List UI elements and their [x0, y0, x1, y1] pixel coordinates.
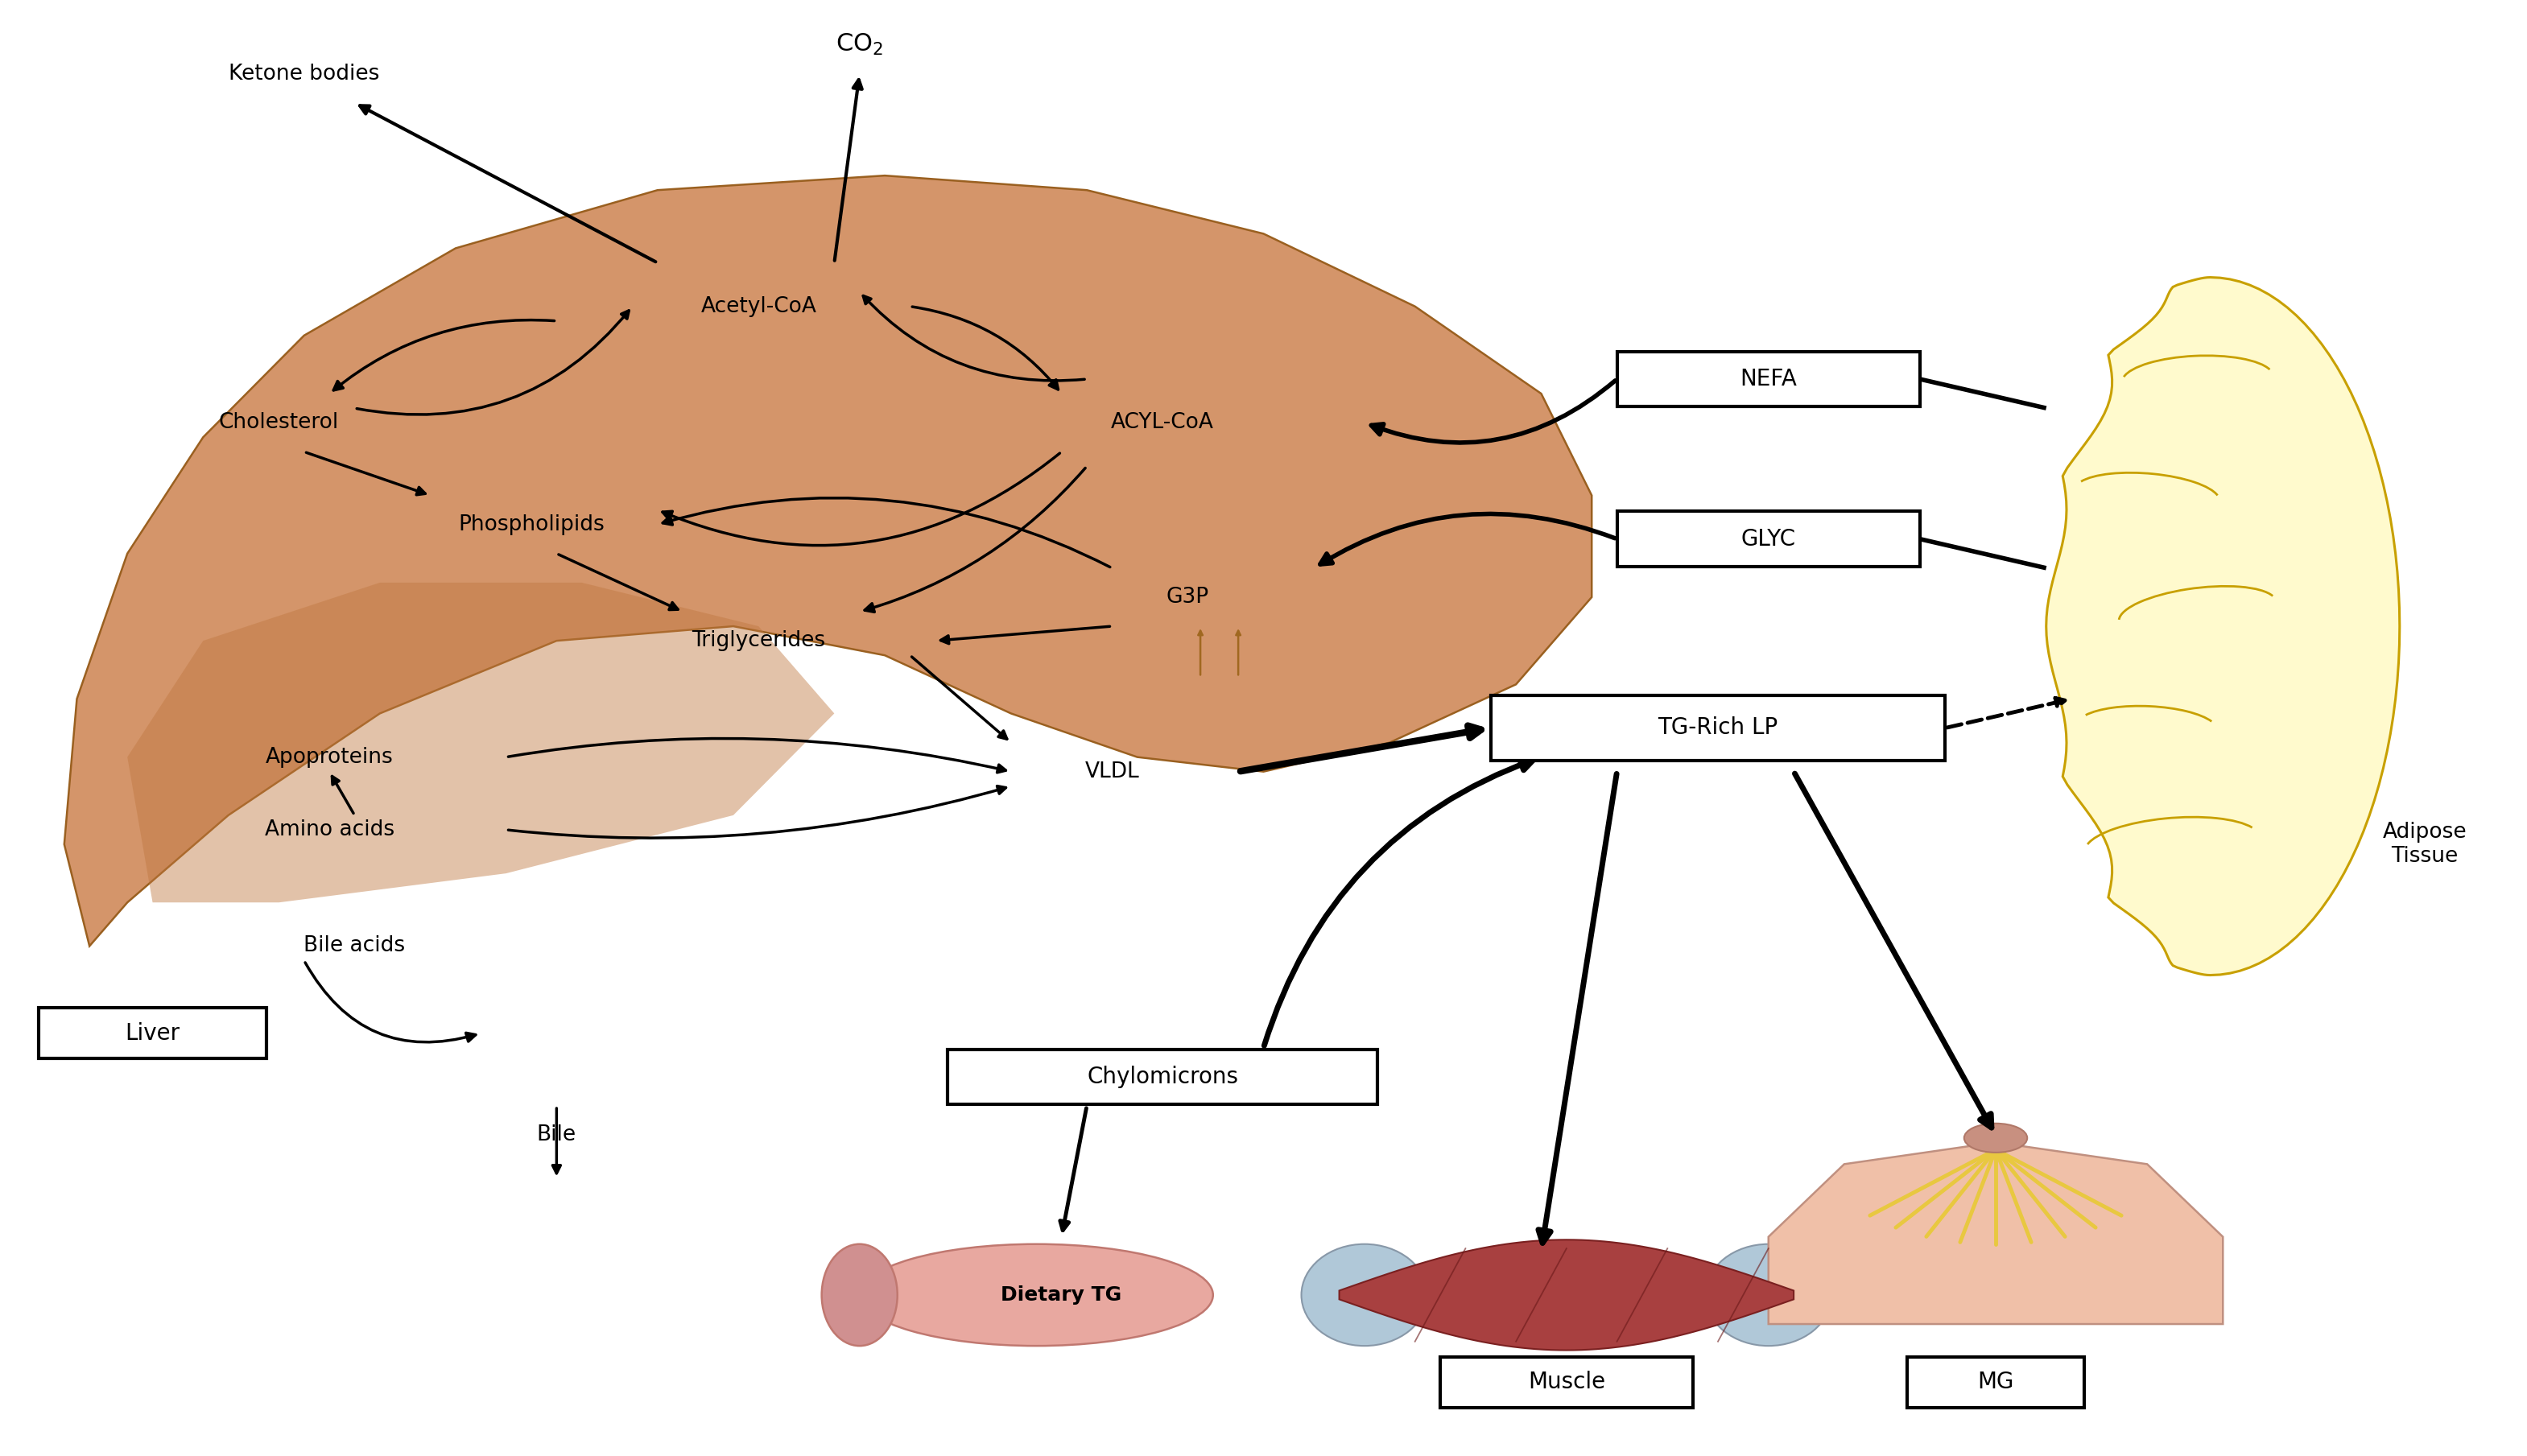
FancyBboxPatch shape — [38, 1008, 265, 1059]
Ellipse shape — [859, 1243, 1213, 1345]
Ellipse shape — [1706, 1243, 1832, 1345]
Text: NEFA: NEFA — [1741, 368, 1797, 390]
Text: ACYL-CoA: ACYL-CoA — [1112, 412, 1213, 434]
Polygon shape — [1769, 1143, 2224, 1324]
Polygon shape — [63, 176, 1592, 946]
FancyBboxPatch shape — [1440, 1357, 1693, 1408]
FancyBboxPatch shape — [948, 1050, 1377, 1105]
Ellipse shape — [1301, 1243, 1428, 1345]
Text: Dietary TG: Dietary TG — [1001, 1286, 1122, 1305]
FancyBboxPatch shape — [1491, 696, 1946, 760]
Ellipse shape — [1963, 1124, 2027, 1153]
Text: MG: MG — [1979, 1372, 2014, 1393]
Polygon shape — [2047, 277, 2401, 976]
Text: Apoproteins: Apoproteins — [265, 747, 394, 767]
Polygon shape — [126, 582, 834, 903]
Text: Bile acids: Bile acids — [303, 936, 404, 957]
Text: Amino acids: Amino acids — [265, 820, 394, 840]
Text: G3P: G3P — [1167, 587, 1208, 607]
Text: Liver: Liver — [126, 1022, 179, 1044]
Ellipse shape — [821, 1243, 897, 1345]
Text: Triglycerides: Triglycerides — [692, 630, 826, 651]
Text: Chylomicrons: Chylomicrons — [1087, 1066, 1238, 1088]
Text: Muscle: Muscle — [1529, 1372, 1605, 1393]
Text: CO$_2$: CO$_2$ — [836, 32, 884, 57]
FancyBboxPatch shape — [1908, 1357, 2085, 1408]
Text: TG-Rich LP: TG-Rich LP — [1658, 716, 1779, 740]
Text: Acetyl-CoA: Acetyl-CoA — [700, 296, 816, 317]
Text: Adipose
Tissue: Adipose Tissue — [2383, 821, 2466, 866]
Text: VLDL: VLDL — [1084, 761, 1140, 782]
FancyBboxPatch shape — [1617, 351, 1921, 406]
FancyBboxPatch shape — [1617, 511, 1921, 566]
Text: GLYC: GLYC — [1741, 527, 1797, 550]
Text: Cholesterol: Cholesterol — [220, 412, 339, 434]
Text: Phospholipids: Phospholipids — [457, 514, 604, 534]
Text: Ketone bodies: Ketone bodies — [227, 64, 379, 84]
Text: Bile: Bile — [536, 1124, 576, 1146]
Polygon shape — [1339, 1239, 1794, 1350]
